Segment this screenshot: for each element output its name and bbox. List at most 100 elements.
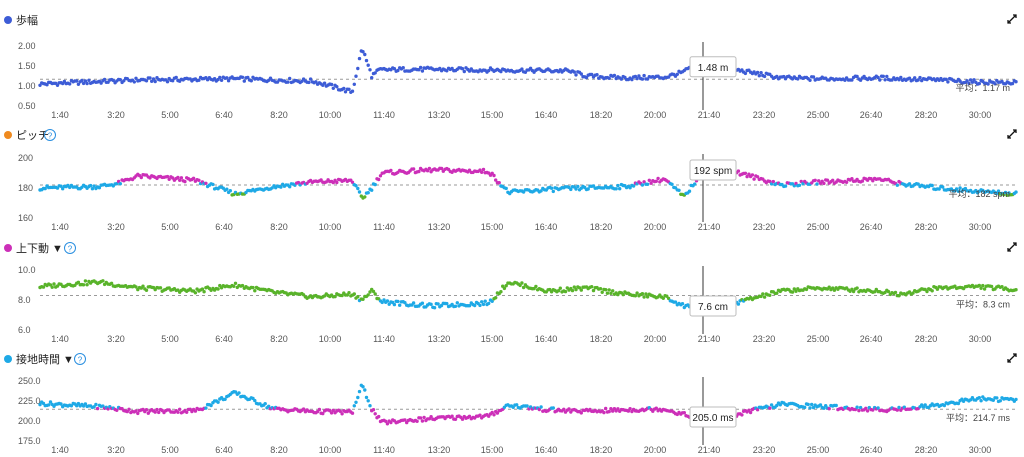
data-point bbox=[242, 79, 246, 83]
tooltip-box bbox=[689, 56, 737, 78]
data-point bbox=[520, 281, 524, 285]
data-point bbox=[591, 288, 596, 293]
data-point bbox=[775, 291, 779, 295]
data-point bbox=[490, 299, 494, 303]
x-tick-label: 5:00 bbox=[161, 110, 179, 120]
expand-icon[interactable] bbox=[1007, 129, 1017, 139]
data-point bbox=[478, 413, 482, 417]
data-point bbox=[148, 76, 152, 80]
data-point bbox=[986, 82, 990, 86]
data-point bbox=[61, 187, 65, 191]
data-point bbox=[1014, 397, 1018, 402]
data-point bbox=[645, 295, 650, 299]
data-point bbox=[808, 78, 812, 83]
data-point bbox=[59, 184, 63, 188]
data-point bbox=[45, 83, 49, 87]
tooltip-text: 205.0 ms bbox=[692, 413, 733, 424]
data-point bbox=[822, 181, 826, 186]
x-tick-label: 30:00 bbox=[969, 110, 992, 120]
x-tick-label: 30:00 bbox=[969, 445, 992, 455]
help-icon[interactable] bbox=[74, 353, 86, 365]
data-point bbox=[796, 77, 800, 81]
data-point bbox=[420, 301, 425, 305]
x-tick-label: 16:40 bbox=[535, 334, 558, 344]
expand-icon[interactable] bbox=[1007, 242, 1017, 252]
x-tick-label: 23:20 bbox=[753, 445, 776, 455]
data-point bbox=[307, 80, 311, 85]
data-point bbox=[373, 412, 377, 416]
tooltip-box bbox=[689, 406, 737, 428]
legend-dot bbox=[4, 244, 12, 252]
data-point bbox=[654, 179, 658, 183]
data-point bbox=[370, 188, 374, 192]
data-point bbox=[614, 187, 618, 191]
x-tick-label: 15:00 bbox=[481, 445, 504, 455]
x-tick-label: 25:00 bbox=[807, 222, 830, 232]
data-point bbox=[797, 183, 802, 187]
y-tick-label: 1.00 bbox=[18, 81, 36, 91]
data-point bbox=[202, 290, 206, 294]
data-point bbox=[972, 78, 976, 82]
data-point bbox=[954, 187, 959, 191]
data-point bbox=[193, 291, 198, 295]
data-point bbox=[95, 406, 100, 411]
data-point bbox=[871, 408, 875, 412]
x-tick-label: 3:20 bbox=[107, 222, 125, 232]
data-point bbox=[263, 402, 267, 406]
data-point bbox=[420, 69, 425, 73]
expand-icon[interactable] bbox=[1007, 14, 1017, 24]
data-point bbox=[528, 66, 533, 71]
data-point bbox=[584, 75, 589, 80]
y-tick-label: 1.50 bbox=[18, 61, 36, 71]
data-point bbox=[925, 289, 929, 294]
x-tick-label: 26:40 bbox=[860, 445, 883, 455]
data-point bbox=[347, 87, 351, 92]
data-point bbox=[850, 177, 854, 181]
help-icon[interactable] bbox=[64, 242, 76, 254]
data-point bbox=[371, 289, 376, 294]
data-point bbox=[834, 403, 838, 408]
x-tick-label: 18:20 bbox=[590, 334, 613, 344]
data-point bbox=[598, 287, 603, 291]
x-tick-label: 15:00 bbox=[481, 222, 504, 232]
data-point bbox=[965, 79, 969, 83]
data-point bbox=[649, 181, 653, 185]
data-point bbox=[385, 422, 390, 426]
data-point bbox=[993, 82, 997, 86]
data-point bbox=[654, 406, 658, 410]
data-point bbox=[41, 285, 46, 289]
data-point bbox=[132, 80, 136, 84]
x-tick-label: 11:40 bbox=[373, 445, 395, 455]
data-point bbox=[577, 286, 582, 290]
x-tick-label: 6:40 bbox=[215, 222, 233, 232]
x-tick-label: 6:40 bbox=[215, 334, 233, 344]
x-tick-label: 3:20 bbox=[107, 445, 125, 455]
data-point bbox=[366, 63, 370, 67]
data-point bbox=[460, 417, 465, 421]
data-point bbox=[218, 75, 222, 80]
data-point bbox=[286, 80, 290, 84]
tooltip-text: 1.48 m bbox=[698, 63, 729, 74]
data-point bbox=[942, 403, 947, 408]
x-tick-label: 11:40 bbox=[373, 334, 395, 344]
data-point bbox=[579, 288, 583, 292]
data-point bbox=[43, 186, 47, 191]
data-point bbox=[855, 286, 859, 290]
expand-icon[interactable] bbox=[1007, 353, 1017, 363]
data-point bbox=[237, 391, 241, 395]
data-point bbox=[677, 188, 681, 192]
help-icon[interactable] bbox=[44, 129, 56, 141]
data-point bbox=[518, 283, 522, 288]
data-point bbox=[178, 407, 182, 411]
x-tick-label: 1:40 bbox=[51, 110, 69, 120]
data-point bbox=[366, 191, 370, 195]
data-point bbox=[604, 406, 608, 411]
data-point bbox=[296, 180, 301, 185]
data-point bbox=[640, 183, 645, 187]
data-point bbox=[790, 290, 795, 294]
data-point bbox=[216, 287, 220, 291]
data-point bbox=[122, 79, 126, 83]
data-point bbox=[363, 388, 367, 392]
expand-icon-arrows bbox=[1007, 353, 1017, 363]
data-point bbox=[768, 179, 772, 184]
